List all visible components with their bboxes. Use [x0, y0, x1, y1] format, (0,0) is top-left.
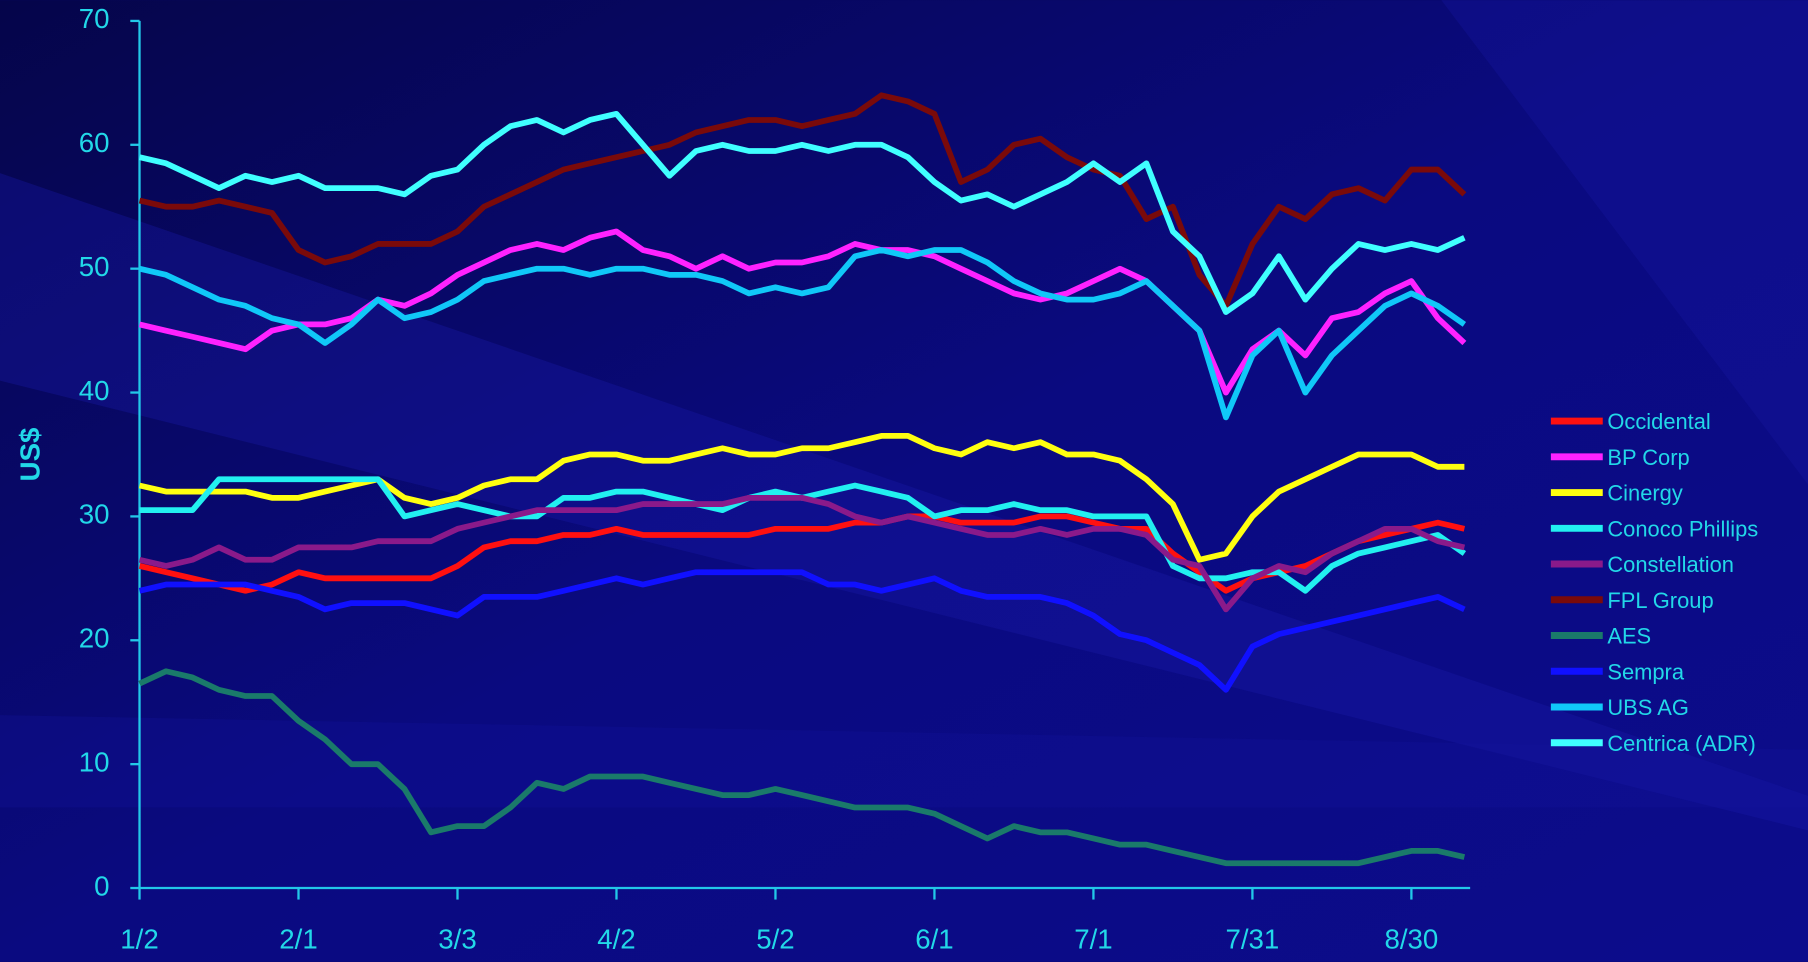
series-line	[138, 494, 1466, 613]
plot-area: 0 10 20 30 40 50 60 70 1/2 2/1 3/3 4/2 5/2 6/1 7/1 7/31…	[79, 3, 1759, 954]
series-line	[138, 433, 1465, 563]
legend-label: UBS AG	[1607, 695, 1689, 720]
y-axis-label: US$	[15, 428, 46, 482]
x-tick-label: 8/30	[1384, 923, 1438, 954]
series-line	[138, 668, 1466, 867]
legend-label: Occidental	[1607, 409, 1710, 434]
legend-label: AES	[1607, 624, 1651, 649]
x-tick-label: 1/2	[120, 923, 158, 954]
x-tick-label: 7/31	[1225, 923, 1279, 954]
series-line	[138, 247, 1467, 421]
series-line	[138, 110, 1466, 315]
series-line	[138, 569, 1466, 693]
background-ray	[0, 173, 1808, 831]
y-tick-label: 30	[79, 499, 110, 530]
y-tick-label: 0	[94, 870, 109, 901]
legend-label: BP Corp	[1607, 445, 1689, 470]
y-tick-label: 70	[79, 3, 110, 34]
background-ray	[1441, 0, 1808, 485]
series-line	[138, 228, 1467, 396]
x-tick-label: 6/1	[915, 923, 953, 954]
x-tick-label: 5/2	[756, 923, 794, 954]
legend-label: Cinergy	[1607, 481, 1682, 506]
legend-label: FPL Group	[1607, 588, 1713, 613]
legend-label: Sempra	[1607, 659, 1684, 684]
y-tick-label: 40	[79, 375, 110, 406]
x-tick-label: 2/1	[279, 923, 317, 954]
x-tick-label: 7/1	[1074, 923, 1112, 954]
y-tick-label: 50	[79, 251, 110, 282]
x-tick-label: 4/2	[597, 923, 635, 954]
legend-label: Conoco Phillips	[1607, 516, 1758, 541]
y-tick-label: 20	[79, 623, 110, 654]
y-tick-label: 60	[79, 127, 110, 158]
series-line	[138, 513, 1466, 594]
y-tick-label: 10	[79, 746, 110, 777]
x-tick-label: 3/3	[438, 923, 476, 954]
series-line	[138, 92, 1467, 309]
legend-label: Constellation	[1607, 552, 1734, 577]
background-ray	[0, 715, 1808, 808]
legend-label: Centrica (ADR)	[1607, 731, 1755, 756]
